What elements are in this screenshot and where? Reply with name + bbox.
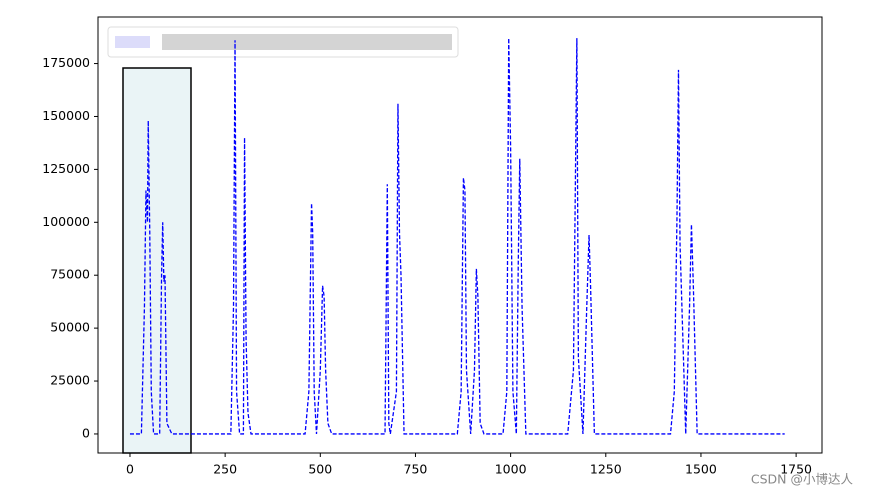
y-tick-label: 150000	[42, 108, 90, 123]
x-tick-label: 1500	[685, 462, 717, 477]
y-tick-label: 175000	[42, 55, 90, 70]
y-tick-label: 125000	[42, 161, 90, 176]
x-tick-label: 1250	[590, 462, 622, 477]
x-tick-label: 750	[404, 462, 428, 477]
line-series	[129, 38, 785, 435]
highlight-box	[122, 67, 192, 454]
plot-frame	[97, 16, 823, 454]
x-tick-label: 500	[308, 462, 332, 477]
y-tick-label: 75000	[50, 267, 90, 282]
x-tick-label: 250	[213, 462, 237, 477]
x-tick-label: 1000	[495, 462, 527, 477]
legend-blur	[162, 34, 452, 50]
y-tick-label: 100000	[42, 214, 90, 229]
x-tick-label: 1750	[780, 462, 812, 477]
y-tick-label: 25000	[50, 373, 90, 388]
y-tick-label: 0	[82, 425, 90, 440]
y-tick-label: 50000	[50, 320, 90, 335]
legend	[107, 26, 459, 58]
watermark: CSDN @小博达人	[751, 472, 854, 487]
legend-swatch	[115, 36, 150, 48]
x-tick-label: 0	[126, 462, 134, 477]
